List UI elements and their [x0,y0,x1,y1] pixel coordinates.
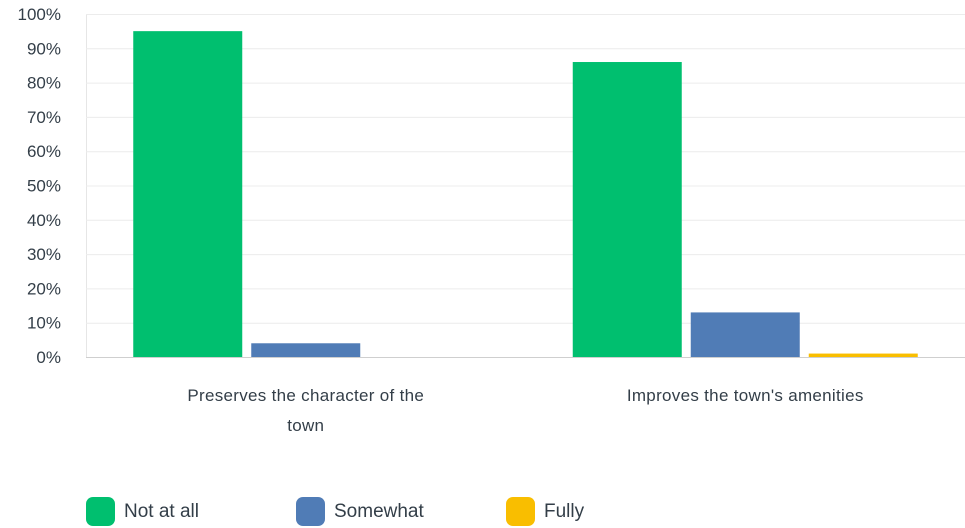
legend-swatch-not-at-all [86,497,115,526]
y-tick-label: 10% [27,314,61,333]
y-tick-label: 30% [27,245,61,264]
bar-somewhat [251,343,361,357]
legend: Not at all Somewhat Fully [86,497,584,526]
legend-swatch-somewhat [296,497,325,526]
legend-label-not-at-all: Not at all [124,500,199,522]
x-category-label: town [287,416,324,435]
legend-item-somewhat: Somewhat [296,497,506,526]
x-category-label: Improves the town's amenities [627,386,864,405]
x-axis-category-labels: Preserves the character of the town Improv… [187,386,863,435]
y-tick-label: 0% [36,348,61,367]
y-tick-label: 80% [27,74,61,93]
bars [133,31,918,358]
y-axis-tick-labels: 0% 10% 20% 30% 40% 50% 60% 70% 80% 90% 100% [18,5,61,367]
legend-item-fully: Fully [506,497,584,526]
bar-chart: 0% 10% 20% 30% 40% 50% 60% 70% 80% 90% 100% Preser… [18,5,965,435]
y-tick-label: 90% [27,39,61,58]
legend-label-somewhat: Somewhat [334,500,424,522]
bar-somewhat [690,312,800,357]
y-tick-label: 70% [27,108,61,127]
bar-not-at-all [572,62,682,358]
legend-item-not-at-all: Not at all [86,497,296,526]
bar-fully [808,353,918,357]
y-tick-label: 20% [27,279,61,298]
y-tick-label: 40% [27,211,61,230]
y-tick-label: 100% [18,5,61,24]
y-tick-label: 60% [27,142,61,161]
legend-label-fully: Fully [544,500,585,522]
y-tick-label: 50% [27,177,61,196]
x-category-label: Preserves the character of the [187,386,424,405]
bar-not-at-all [133,31,243,358]
legend-swatch-fully [506,497,535,526]
